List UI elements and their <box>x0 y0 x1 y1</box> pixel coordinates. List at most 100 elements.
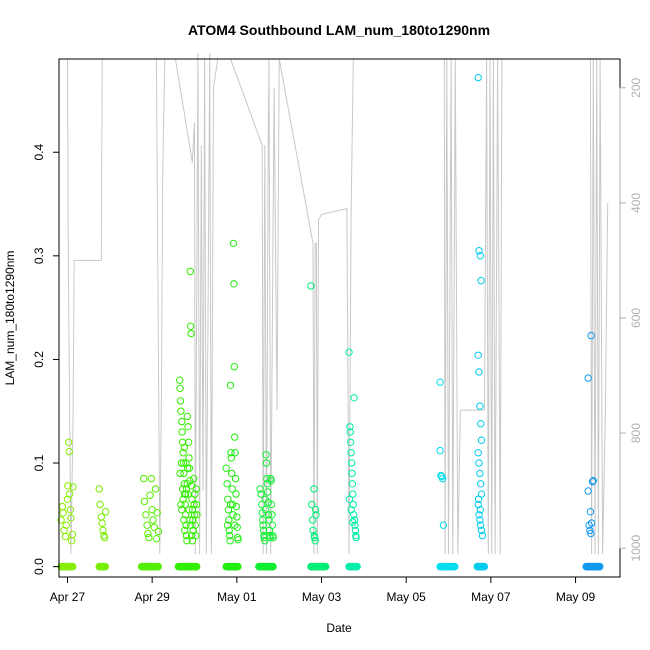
data-point <box>183 412 192 421</box>
data-point <box>182 485 191 493</box>
data-point <box>587 519 596 527</box>
data-point <box>436 446 444 455</box>
data-point <box>62 521 70 529</box>
data-point <box>475 247 483 255</box>
data-point <box>154 562 163 571</box>
data-point <box>65 438 73 446</box>
data-point <box>225 516 233 524</box>
data-point <box>151 485 160 493</box>
data-point <box>587 331 595 340</box>
data-point <box>350 516 359 524</box>
data-point <box>227 449 235 457</box>
data-point <box>59 509 67 517</box>
data-point <box>185 506 193 514</box>
data-point <box>308 500 316 509</box>
x-tick-label: Apr 27 <box>50 590 86 604</box>
points-layer <box>57 73 604 571</box>
data-point <box>186 267 195 276</box>
data-point <box>176 469 184 478</box>
chart-title: ATOM4 Southbound LAM_num_180to1290nm <box>188 22 490 38</box>
data-point <box>311 506 320 514</box>
data-point <box>346 423 354 431</box>
data-point <box>187 531 196 540</box>
data-point <box>480 562 489 571</box>
data-point <box>153 509 161 517</box>
data-point <box>232 490 240 498</box>
data-point <box>150 523 159 531</box>
data-point <box>68 530 77 539</box>
data-point <box>345 495 354 503</box>
right-tick-label: 200 <box>629 77 643 97</box>
data-point <box>353 562 361 571</box>
data-point <box>261 537 269 545</box>
data-point <box>96 500 104 509</box>
data-point <box>347 449 355 457</box>
data-point <box>225 531 234 540</box>
data-point <box>474 73 482 82</box>
data-point <box>477 420 485 428</box>
data-point <box>183 480 192 488</box>
data-point <box>477 480 485 488</box>
data-point <box>179 449 187 457</box>
data-point <box>257 490 265 498</box>
x-tick-label: May 09 <box>556 590 596 604</box>
data-point <box>193 562 201 571</box>
data-point <box>183 537 191 545</box>
data-point <box>477 521 485 529</box>
data-point <box>145 533 153 542</box>
data-point <box>187 322 195 330</box>
data-point <box>191 521 200 529</box>
right-tick-label: 1000 <box>629 535 643 562</box>
data-point <box>57 516 65 524</box>
data-point <box>58 502 67 511</box>
data-point <box>180 469 188 478</box>
data-point <box>269 533 277 542</box>
right-tick-label: 600 <box>629 308 643 328</box>
data-point <box>184 438 193 446</box>
data-point <box>182 531 191 540</box>
data-point <box>179 459 188 467</box>
data-point <box>178 506 186 514</box>
data-point <box>180 480 189 488</box>
data-point <box>267 500 276 509</box>
data-point <box>140 474 148 483</box>
data-point <box>311 537 319 545</box>
y-tick-label: 0.2 <box>32 351 46 368</box>
data-point <box>188 506 197 514</box>
data-point <box>180 443 189 452</box>
data-point <box>184 423 192 431</box>
data-point <box>475 459 483 467</box>
data-point <box>143 521 151 529</box>
data-point <box>182 459 190 467</box>
data-point <box>146 491 154 499</box>
y-tick-label: 0.3 <box>32 247 46 264</box>
data-point <box>231 433 239 441</box>
data-point <box>588 478 597 486</box>
data-point <box>231 474 240 483</box>
data-point <box>61 532 70 541</box>
data-point <box>228 469 236 478</box>
data-point <box>476 516 484 524</box>
data-point <box>476 469 484 478</box>
data-point <box>227 454 236 462</box>
y-tick-label: 0.4 <box>32 144 46 161</box>
data-point <box>263 474 271 483</box>
data-point <box>64 482 72 490</box>
data-point <box>95 485 103 493</box>
data-point <box>142 511 150 519</box>
data-point <box>596 562 604 571</box>
data-point <box>476 402 484 410</box>
data-point <box>307 282 315 290</box>
data-point <box>176 397 185 405</box>
data-point <box>184 490 192 498</box>
data-point <box>178 485 187 493</box>
data-point <box>230 363 239 371</box>
data-point <box>349 490 357 498</box>
data-point <box>311 533 319 542</box>
data-point <box>308 516 317 524</box>
data-point <box>178 417 186 426</box>
data-point <box>154 527 163 536</box>
data-point <box>268 511 276 519</box>
data-point <box>192 485 200 493</box>
data-point <box>184 464 192 472</box>
